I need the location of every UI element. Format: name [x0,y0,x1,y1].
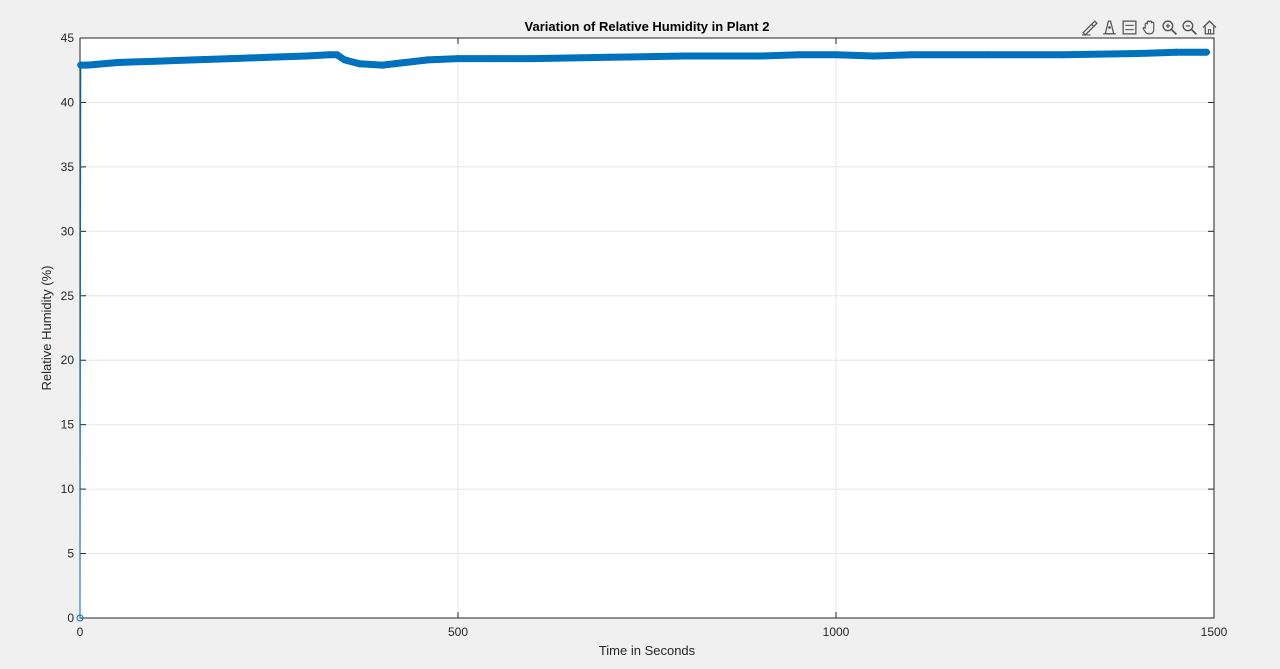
grid-lines [80,38,1214,618]
data-point [756,52,764,60]
y-tick-label: 20 [61,353,75,367]
data-point [76,614,84,622]
data-point [152,57,160,65]
data-point [1202,48,1210,56]
x-axis-label: Time in Seconds [599,643,696,658]
series-line [79,51,1207,619]
series-group [76,48,1210,622]
y-tick-label: 35 [61,160,75,174]
home-icon[interactable] [1200,17,1219,37]
data-point [77,61,85,69]
data-point [303,52,311,60]
y-tick-label: 25 [61,289,75,303]
y-tick-label: 0 [67,611,74,625]
data-point [424,56,432,64]
data-point [983,51,991,59]
data-point [794,51,802,59]
data-point [454,55,462,63]
data-point [681,52,689,60]
data-point [401,59,409,66]
axes-toolbar [1080,16,1219,38]
data-point [605,53,613,61]
data-tips-icon[interactable] [1100,17,1119,37]
data-point [227,55,235,63]
x-tick-label: 500 [448,625,468,639]
data-point [908,51,916,59]
x-tick-label: 0 [77,625,84,639]
y-axis-label: Relative Humidity (%) [39,266,54,391]
data-point [492,55,500,63]
y-tick-label: 45 [61,31,75,45]
data-point [378,61,386,69]
data-point [341,56,349,64]
data-point [530,55,538,63]
y-tick-label: 5 [67,547,74,561]
data-point [1134,50,1142,57]
data-point [265,53,273,61]
x-tick-label: 1000 [823,625,850,639]
brush-icon[interactable] [1080,17,1099,37]
x-tick-label: 1500 [1201,625,1228,639]
data-point [832,51,840,59]
ticks: 0 500 1000 1500 0 5 10 15 20 25 30 35 40 45 [61,31,1228,639]
y-tick-label: 30 [61,224,75,238]
data-point [1059,51,1067,59]
legend-icon[interactable] [1120,17,1139,37]
data-point [114,59,122,66]
axes-background [80,38,1214,618]
y-tick-label: 40 [61,95,75,109]
zoom-in-icon[interactable] [1160,17,1179,37]
data-point [326,51,333,59]
data-point [189,56,197,64]
y-tick-label: 10 [61,482,75,496]
axes-box [79,37,1215,619]
data-point [356,60,364,68]
data-point [870,52,878,60]
y-tick-label: 15 [61,418,75,432]
data-point [1172,48,1180,56]
data-point [333,51,341,59]
series-marker-band [77,48,1210,69]
data-point [84,61,92,69]
pan-hand-icon[interactable] [1140,17,1159,37]
chart-title: Variation of Relative Humidity in Plant … [525,19,770,34]
zoom-out-icon[interactable] [1180,17,1199,37]
